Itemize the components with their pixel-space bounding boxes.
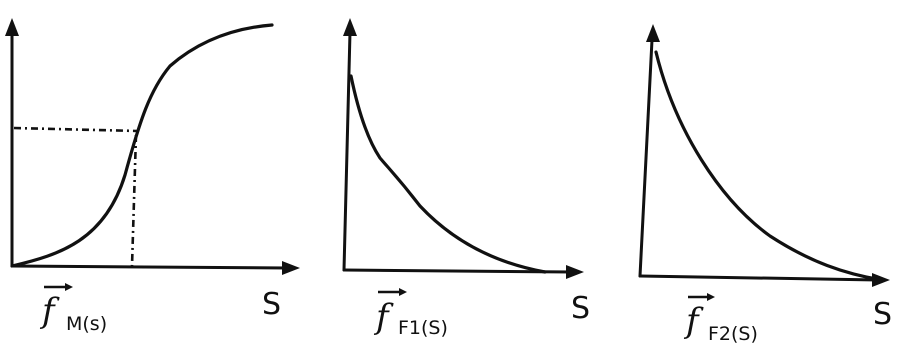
ff2-x-axis-label: S (873, 297, 892, 332)
ff2-y-axis-arrowhead (646, 24, 660, 42)
ff1-x-axis-label: S (571, 291, 590, 326)
fm-vertical-guide (130, 134, 138, 267)
panel-ff1: S f F1(S) (342, 18, 590, 339)
ff2-vector-arrow (707, 293, 715, 301)
fm-curve (10, 23, 274, 268)
ff2-label-letter: f (683, 301, 704, 341)
ff2-curve (654, 50, 884, 282)
ff2-y-axis (638, 38, 654, 278)
ff1-y-axis-arrowhead (343, 18, 357, 36)
ff1-label-suffix: F1(S) (398, 317, 448, 339)
ff2-label-suffix: F2(S) (708, 323, 758, 345)
panel-ff2: S f F2(S) (638, 24, 892, 345)
ff1-y-axis (342, 30, 352, 272)
fm-x-axis (10, 264, 290, 270)
ff1-label-letter: f (373, 297, 394, 337)
ff2-x-axis (638, 274, 880, 282)
fm-x-axis-arrowhead (282, 261, 300, 275)
fm-horizontal-guide (13, 126, 139, 133)
fm-y-axis-arrowhead (5, 18, 19, 36)
ff1-curve (349, 74, 547, 274)
ff1-x-axis (342, 268, 574, 274)
fm-vector-arrow (65, 283, 73, 291)
ff1-x-axis-arrowhead (566, 265, 584, 279)
panel-fm: S f M(s) (5, 18, 300, 335)
fm-x-axis-label: S (262, 287, 281, 322)
fm-label-letter: f (39, 291, 60, 331)
fm-label-suffix: M(s) (66, 313, 107, 335)
ff1-vector-arrow (399, 288, 407, 296)
